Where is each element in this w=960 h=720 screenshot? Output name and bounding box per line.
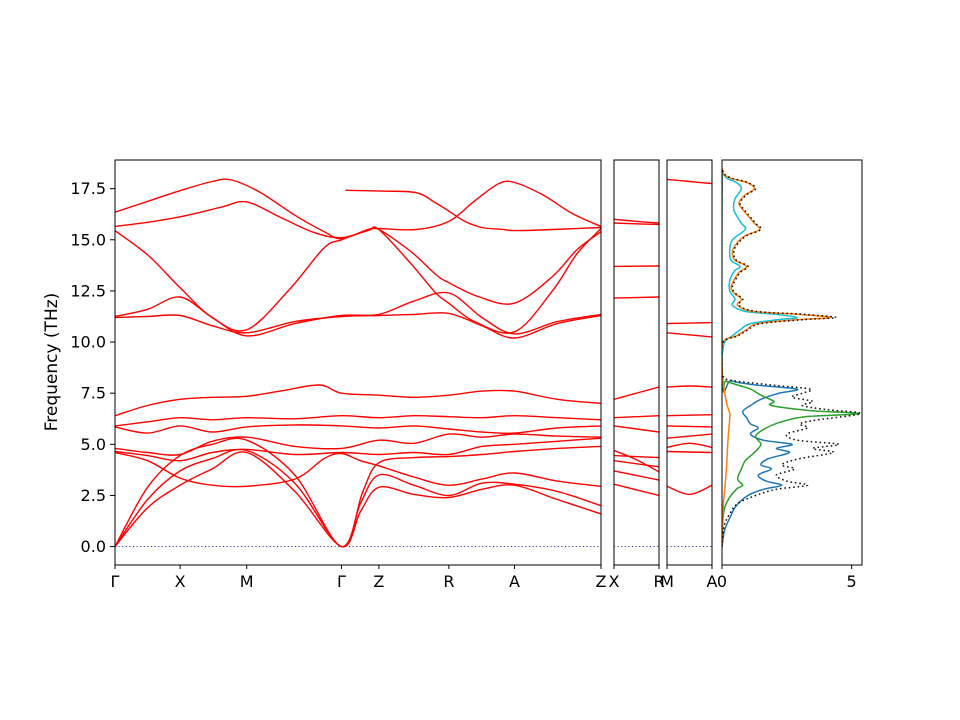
x-tick-label: Γ	[111, 572, 120, 591]
x-tick-label: M	[240, 572, 254, 591]
phonon-band-branch	[115, 433, 601, 456]
bands-xr-frame	[613, 159, 660, 566]
y-tick-label: 15.0	[70, 230, 106, 249]
phonon-band-branch	[115, 291, 601, 337]
bands-xr-curves	[614, 218, 659, 548]
y-tick-label: 0.0	[81, 537, 106, 556]
dos-frame	[721, 159, 863, 566]
x-tick-label: R	[443, 572, 454, 591]
y-tick-label: 17.5	[70, 179, 106, 198]
phonon-band-branch	[614, 425, 659, 433]
phonon-band-branch	[115, 226, 601, 334]
phonon-band-branch	[115, 437, 601, 462]
phonon-band-branch	[614, 454, 659, 459]
phonon-band-branch	[614, 415, 659, 419]
phonon-band-branch	[667, 425, 712, 428]
y-tick-label: 10.0	[70, 333, 106, 352]
y-tick-label: 5.0	[81, 435, 106, 454]
phonon-band-branch	[115, 437, 601, 548]
phonon-band-branch	[667, 450, 712, 454]
phonon-band-branch	[115, 384, 601, 417]
phonon-band-branch	[115, 451, 601, 548]
x-tick-label: Z	[596, 572, 607, 591]
phonon-band-branch	[115, 424, 601, 435]
dos-green-curve	[722, 168, 861, 547]
phonon-band-branch	[115, 312, 601, 339]
phonon-band-branch	[614, 222, 659, 226]
x-tick-label: Γ	[337, 572, 346, 591]
phonon-band-branch	[614, 483, 659, 497]
dos-total-curve	[722, 167, 862, 547]
phonon-band-branch	[614, 296, 659, 299]
dos-blue-curve	[722, 168, 799, 547]
phonon-band-branch	[115, 451, 601, 488]
bands-ma-curves	[667, 178, 712, 548]
phonon-band-branch	[667, 433, 712, 439]
dos-cyan-curve	[722, 171, 798, 357]
dos-curves	[722, 167, 862, 547]
x-tick-label: X	[175, 572, 186, 591]
x-tick-label: A	[707, 572, 718, 591]
phonon-band-branch	[115, 200, 601, 305]
phonon-band-branch	[614, 449, 659, 473]
x-tick-label: X	[609, 572, 620, 591]
phonon-band-branch	[667, 484, 712, 496]
phonon-band-branch	[115, 414, 601, 427]
y-tick-label: 2.5	[81, 486, 106, 505]
x-tick-label: Z	[373, 572, 384, 591]
bands-main-curves	[115, 178, 601, 548]
phonon-band-branch	[614, 386, 659, 400]
x-tick-label: R	[653, 572, 664, 591]
phonon-band-branch	[614, 470, 659, 481]
y-axis-label: Frequency (THz)	[42, 292, 62, 432]
x-tick-label: M	[660, 572, 674, 591]
phonon-band-branch	[667, 178, 712, 185]
phonon-band-branch	[345, 189, 601, 232]
phonon-band-branch	[667, 385, 712, 388]
y-tick-label: 7.5	[81, 384, 106, 403]
phonon-band-branch	[115, 178, 601, 240]
bands-main-frame	[114, 159, 602, 566]
x-tick-label: A	[509, 572, 520, 591]
phonon-band-branch	[667, 442, 712, 449]
bands-ma-frame	[666, 159, 713, 566]
y-tick-label: 12.5	[70, 281, 106, 300]
phonon-band-branch	[667, 414, 712, 417]
x-tick-label: 0	[717, 572, 727, 591]
phonon-band-branch	[115, 448, 601, 548]
phonon-band-branch	[614, 460, 659, 468]
phonon-band-branch	[614, 218, 659, 224]
x-tick-label: 5	[847, 572, 857, 591]
phonon-band-branch	[667, 321, 712, 325]
phonon-band-branch	[667, 332, 712, 338]
